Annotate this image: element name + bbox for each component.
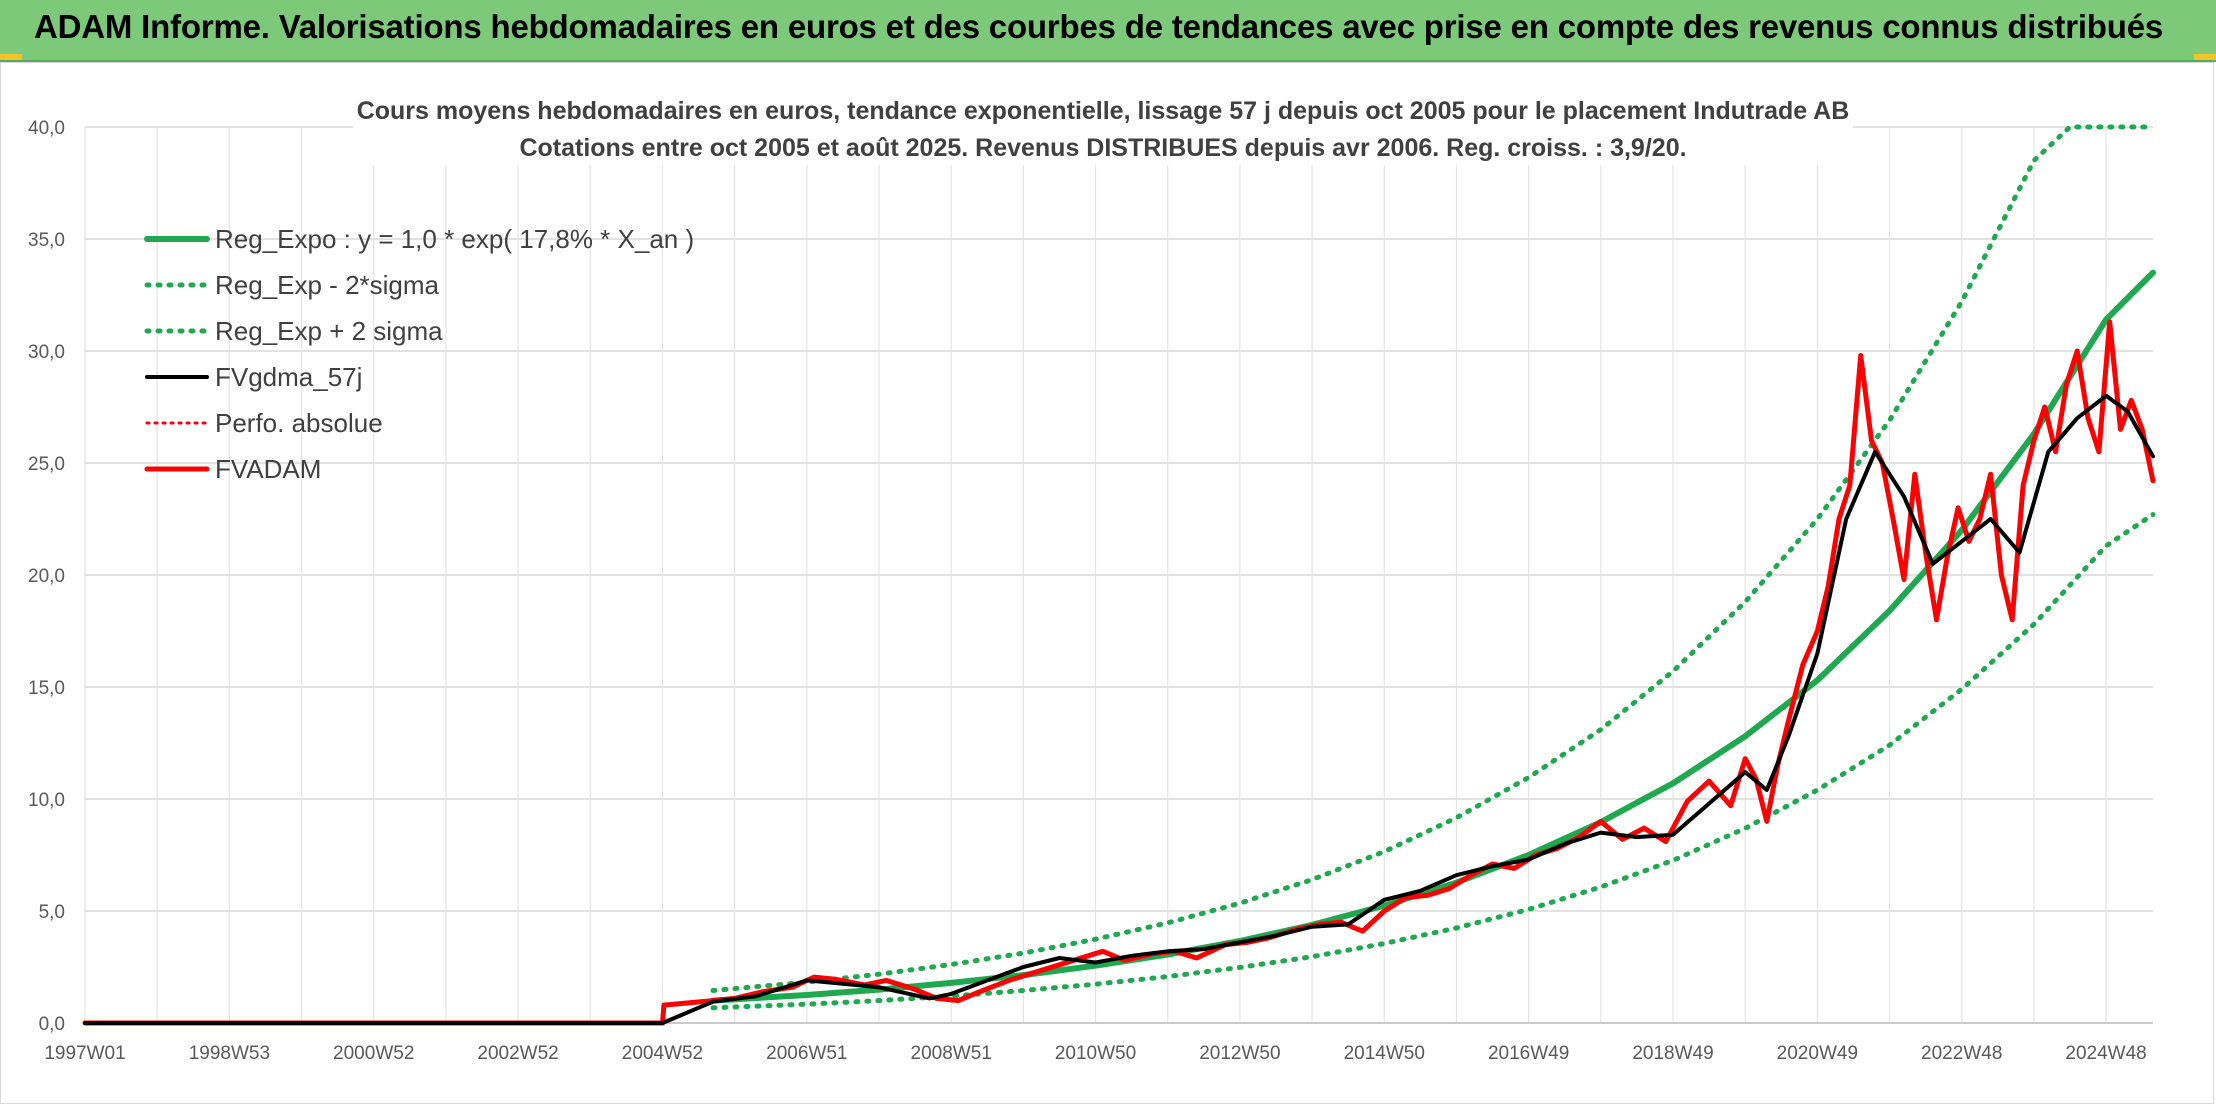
x-tick-label: 2012W50 — [1199, 1043, 1280, 1064]
x-tick-label: 2006W51 — [766, 1043, 847, 1064]
x-tick-label: 2020W49 — [1777, 1043, 1858, 1064]
y-tick-label: 25,0 — [28, 454, 65, 475]
y-tick-label: 10,0 — [28, 790, 65, 811]
price-trend-chart: 0,0 5,0 10,0 15,0 20,0 25,0 30,0 35,0 40,0 1997W… — [28, 89, 2156, 1064]
x-axis: 1997W01 1998W53 2000W52 2002W52 2004W52 2006W… — [44, 1022, 2153, 1064]
legend-label: Reg_Expo : y = 1,0 * exp( 17,8% * X_an ) — [215, 224, 694, 254]
series-line-3 — [83, 393, 2155, 1025]
y-tick-label: 20,0 — [28, 566, 65, 587]
legend-label: Reg_Exp - 2*sigma — [215, 270, 440, 300]
legend-label: Reg_Exp + 2 sigma — [215, 316, 443, 346]
y-tick-label: 15,0 — [28, 678, 65, 699]
chart-series — [82, 124, 2156, 1026]
x-tick-label: 2022W48 — [1921, 1043, 2002, 1064]
series-line-4 — [83, 394, 2155, 1025]
legend-label: FVgdma_57j — [215, 362, 362, 392]
header-corner-right — [2194, 54, 2216, 60]
y-tick-label: 0,0 — [39, 1014, 65, 1035]
chart-titles: Cours moyens hebdomadaires en euros, ten… — [353, 89, 1853, 165]
x-tick-label: 2018W49 — [1632, 1043, 1713, 1064]
series-line-1 — [710, 512, 2156, 1011]
x-tick-label: 2000W52 — [333, 1043, 414, 1064]
x-tick-label: 2016W49 — [1488, 1043, 1569, 1064]
report-title: ADAM Informe. Valorisations hebdomadaire… — [34, 8, 2164, 45]
report-header: ADAM Informe. Valorisations hebdomadaire… — [0, 0, 2216, 62]
y-tick-label: 5,0 — [39, 902, 65, 923]
series-line-2 — [710, 124, 2156, 993]
x-tick-label: 2002W52 — [477, 1043, 558, 1064]
chart-frame: 0,0 5,0 10,0 15,0 20,0 25,0 30,0 35,0 40,0 1997W… — [0, 62, 2214, 1104]
title-background — [353, 89, 1853, 165]
x-tick-label: 1998W53 — [189, 1043, 270, 1064]
x-tick-label: 1997W01 — [44, 1043, 125, 1064]
chart-legend: Reg_Expo : y = 1,0 * exp( 17,8% * X_an )… — [144, 224, 694, 484]
chart-subtitle: Cotations entre oct 2005 et août 2025. R… — [519, 134, 1686, 162]
chart-title: Cours moyens hebdomadaires en euros, ten… — [357, 97, 1850, 125]
legend-label: FVADAM — [215, 454, 321, 484]
x-tick-label: 2014W50 — [1344, 1043, 1425, 1064]
header-corner-left — [0, 54, 22, 60]
x-tick-label: 2010W50 — [1055, 1043, 1136, 1064]
x-tick-label: 2024W48 — [2065, 1043, 2146, 1064]
y-axis: 0,0 5,0 10,0 15,0 20,0 25,0 30,0 35,0 40,0 — [28, 118, 65, 1035]
legend-label: Perfo. absolue — [215, 408, 383, 438]
chart-grid — [84, 126, 2153, 1024]
y-tick-label: 35,0 — [28, 230, 65, 251]
x-tick-label: 2008W51 — [911, 1043, 992, 1064]
y-tick-label: 30,0 — [28, 342, 65, 363]
x-tick-label: 2004W52 — [622, 1043, 703, 1064]
series-line-5 — [82, 319, 2156, 1026]
y-tick-label: 40,0 — [28, 118, 65, 139]
